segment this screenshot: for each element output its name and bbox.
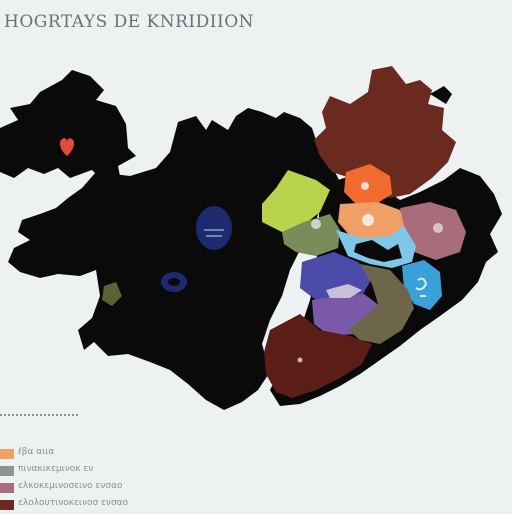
legend-swatch <box>0 483 14 493</box>
region-tan-marker <box>362 214 374 226</box>
map-title: HOGRTAYS DE KNRIDIION <box>4 12 255 32</box>
region-mauve-marker <box>433 223 443 233</box>
region-olive <box>282 214 340 256</box>
region-northeast <box>314 66 456 198</box>
region-lime <box>262 170 330 232</box>
legend-label: πινακικεμινοκ εν <box>18 464 94 474</box>
legend-item: ελκοκεμινοσεινο ενσαο <box>0 480 160 496</box>
region-southeast <box>348 264 414 344</box>
region-olive-marker <box>311 219 321 229</box>
legend-swatch <box>0 466 14 476</box>
region-blue <box>402 260 442 310</box>
lake-icon <box>204 229 224 237</box>
lake-icon <box>168 278 180 286</box>
region-mauve <box>400 202 466 260</box>
region-violet-lake <box>326 284 362 298</box>
region-south-marker <box>297 357 303 363</box>
legend-label: ελκοκεμινοσεινο ενσαο <box>18 481 123 491</box>
legend-swatch <box>0 449 14 459</box>
region-west-patch <box>102 282 122 306</box>
legend-label: ελολουτινοκεινοσ ενσαο <box>18 498 129 508</box>
region-orange-marker <box>361 182 369 190</box>
legend-label: ℓβα αιια <box>18 447 55 457</box>
legend-item: πινακικεμινοκ εν <box>0 463 160 479</box>
region-south <box>264 314 372 398</box>
region-northeast-notch <box>430 86 452 104</box>
heart-icon[interactable] <box>59 138 75 156</box>
region-blue-glyph <box>415 277 428 297</box>
legend-item: ℓβα αιια <box>0 446 160 462</box>
legend: ℓβα αιια πινακικεμινοκ εν ελκοκεμινοσειν… <box>0 446 160 514</box>
region-sky-blob <box>354 240 402 262</box>
legend-swatch <box>0 500 14 510</box>
lake-marker-1[interactable] <box>196 206 232 250</box>
legend-item: ελολουτινοκεινοσ ενσαο <box>0 497 160 513</box>
scale-bar <box>0 414 78 416</box>
